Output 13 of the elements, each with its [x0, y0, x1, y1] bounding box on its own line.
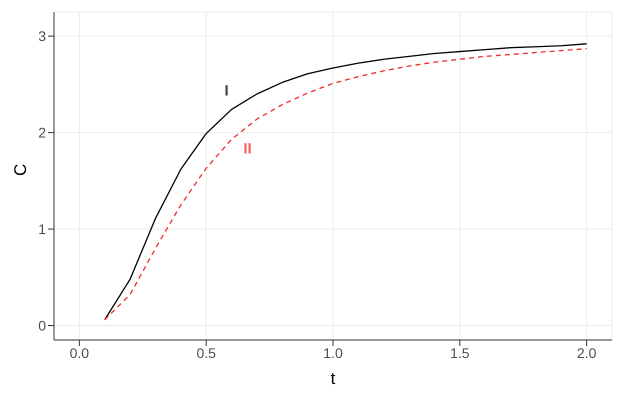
x-tick-label: 0.0 — [70, 344, 90, 361]
annotation: II — [243, 140, 252, 158]
y-tick-label: 0 — [38, 318, 46, 334]
y-axis-title: C — [11, 164, 30, 176]
x-tick-label: 1.5 — [450, 344, 470, 361]
x-tick-label: 2.0 — [576, 344, 597, 361]
x-axis-title: t — [330, 369, 336, 388]
y-tick-label: 3 — [38, 28, 46, 44]
y-tick-label: 2 — [38, 124, 46, 141]
x-tick-label: 0.5 — [196, 344, 216, 361]
y-tick-label: 1 — [38, 221, 46, 238]
x-tick-label: 1.0 — [323, 344, 343, 361]
annotation: I — [224, 82, 229, 100]
